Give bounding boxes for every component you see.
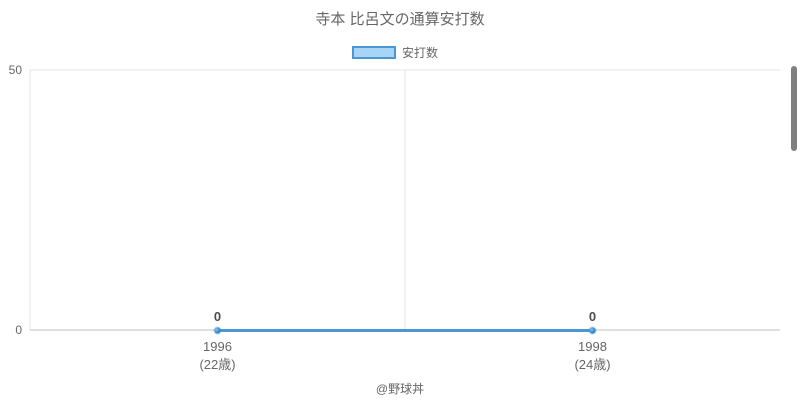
svg-text:1998: 1998 (578, 339, 607, 354)
svg-text:50: 50 (9, 63, 23, 77)
svg-text:1996: 1996 (203, 339, 232, 354)
svg-text:0: 0 (15, 323, 22, 337)
svg-text:(22歳): (22歳) (199, 357, 235, 372)
svg-text:0: 0 (214, 309, 221, 324)
svg-text:0: 0 (589, 309, 596, 324)
svg-text:(24歳): (24歳) (574, 357, 610, 372)
